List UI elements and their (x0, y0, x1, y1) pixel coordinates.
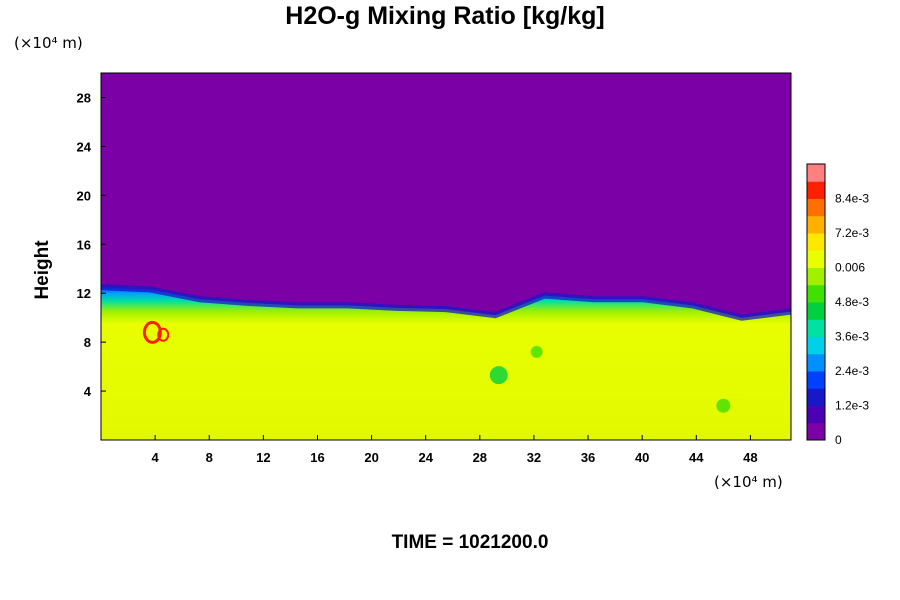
x-tick-label: 12 (256, 450, 270, 465)
transition-band (101, 284, 791, 321)
colorbar-segment (807, 181, 825, 199)
colorbar-segment (807, 164, 825, 182)
time-label: TIME = 1021200.0 (391, 532, 549, 553)
colorbar: 0 1.2e-3 2.4e-3 3.6e-3 4.8e-3 0.006 7.2e-3 8.4e… (806, 163, 869, 447)
colorbar-segment (807, 250, 825, 268)
lower-moist-region (101, 287, 791, 440)
colorbar-tick-label: 1.2e-3 (835, 399, 869, 413)
x-tick-label: 32 (527, 450, 541, 465)
colorbar-frame (806, 163, 826, 441)
colorbar-segment (807, 233, 825, 251)
colorbar-segment (807, 302, 825, 320)
colorbar-segment (807, 267, 825, 286)
colorbar-segment (807, 215, 825, 234)
colorbar-segment (807, 336, 825, 355)
high-value-eddy (157, 327, 170, 342)
x-tick-group: 4 8 12 16 20 24 28 32 36 40 44 48 (152, 435, 758, 465)
low-value-eddy (716, 398, 731, 413)
y-tick-label: 8 (84, 335, 91, 350)
x-tick-label: 44 (689, 450, 704, 465)
colorbar-segment (807, 198, 825, 217)
y-tick-label: 12 (77, 286, 91, 301)
colorbar-segment (807, 319, 825, 337)
colorbar-tick-label: 3.6e-3 (835, 330, 869, 344)
y-tick-label: 16 (77, 237, 91, 252)
plot-area (101, 73, 791, 440)
y-tick-label: 20 (77, 188, 91, 203)
high-value-eddy (142, 320, 162, 344)
x-tick-label: 40 (635, 450, 649, 465)
y-tick-label: 4 (84, 384, 92, 399)
colorbar-segment (807, 405, 825, 424)
x-tick-label: 20 (364, 450, 378, 465)
colorbar-segment (807, 353, 825, 372)
colorbar-tick-label: 2.4e-3 (835, 364, 869, 378)
low-value-eddy (489, 366, 508, 385)
colorbar-segment (807, 284, 825, 303)
x-tick-label: 4 (152, 450, 160, 465)
chart-title: H2O-g Mixing Ratio [kg/kg] (285, 2, 605, 30)
plot-frame (100, 72, 792, 441)
y-unit-label: (×10⁴ m) (14, 34, 83, 52)
x-tick-label: 28 (473, 450, 487, 465)
colorbar-tick-label: 0.006 (835, 261, 865, 275)
low-value-eddy (530, 345, 543, 358)
colorbar-tick-label: 7.2e-3 (835, 226, 869, 240)
x-tick-label: 48 (743, 450, 757, 465)
x-tick-label: 16 (310, 450, 324, 465)
colorbar-segment (807, 422, 825, 441)
x-tick-label: 8 (206, 450, 213, 465)
y-tick-label: 28 (77, 90, 91, 105)
colorbar-tick-label: 4.8e-3 (835, 295, 869, 309)
y-tick-group: 4 8 12 16 20 24 28 (77, 90, 106, 399)
colorbar-segment (807, 371, 825, 389)
colorbar-tick-label: 8.4e-3 (835, 192, 869, 206)
x-tick-label: 24 (418, 450, 433, 465)
colorbar-tick-label: 0 (835, 433, 842, 447)
x-unit-label: (×10⁴ m) (714, 473, 783, 491)
y-tick-label: 24 (77, 139, 92, 154)
colorbar-segment (807, 388, 825, 406)
x-tick-label: 36 (581, 450, 595, 465)
